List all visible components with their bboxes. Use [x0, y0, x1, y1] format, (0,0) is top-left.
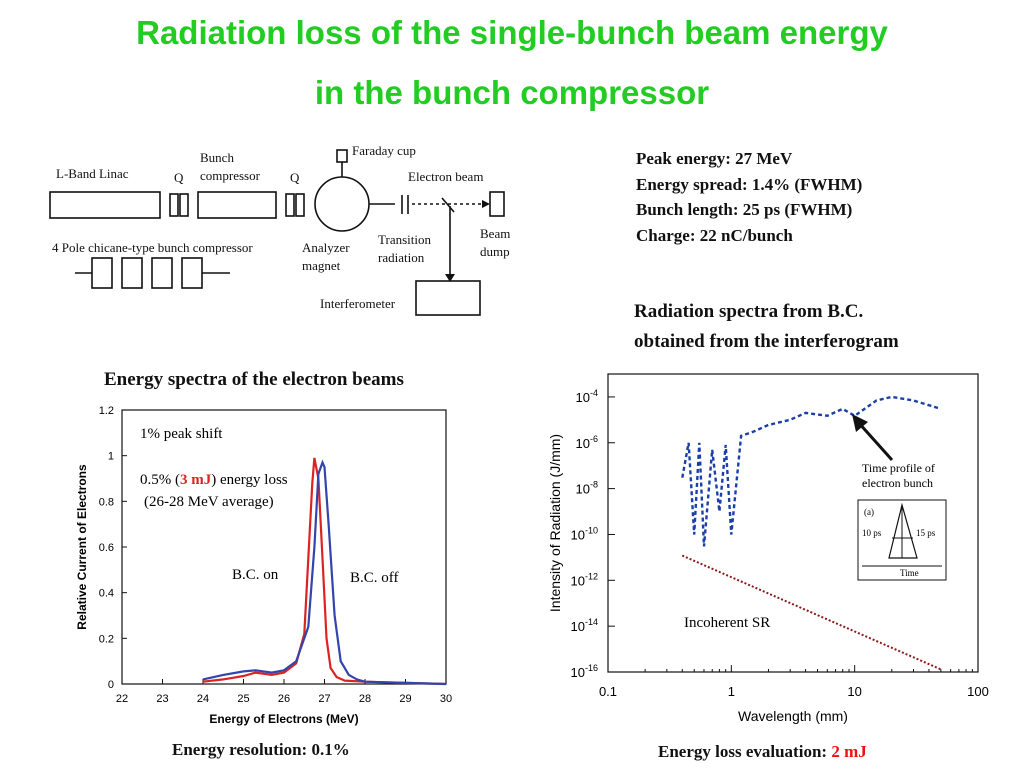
- svg-text:L-Band Linac: L-Band Linac: [56, 166, 129, 181]
- beam-dump: [489, 191, 505, 217]
- y-tick-label: 10-8: [576, 480, 598, 497]
- svg-text:magnet: magnet: [302, 258, 341, 273]
- footer-energy-loss: Energy loss evaluation: 2 mJ: [658, 742, 867, 761]
- x-tick-label: 25: [237, 693, 249, 705]
- svg-text:Analyzer: Analyzer: [302, 240, 350, 255]
- x-tick-label: 23: [156, 693, 168, 705]
- annotation-time-profile-1: Time profile of: [862, 461, 935, 475]
- interferometer-box: [415, 280, 481, 316]
- y-tick-label: 10-10: [571, 525, 598, 542]
- y-tick-label: 10-12: [571, 571, 598, 588]
- x-axis-label: Energy of Electrons (MeV): [209, 712, 358, 726]
- plot-frame: [121, 409, 447, 685]
- series-line-measured: [681, 395, 942, 547]
- x-tick-label: 100: [967, 684, 989, 699]
- svg-text:Electron beam: Electron beam: [408, 169, 483, 184]
- x-tick-label: 1: [728, 684, 735, 699]
- inset-time-profile: (a) 10 ps 15 ps Time: [857, 499, 947, 581]
- y-tick-label: 10-14: [571, 617, 598, 634]
- param-peak-energy: Peak energy: 27 MeV: [636, 149, 793, 168]
- right-chart-caption-2: obtained from the interferogram: [634, 331, 899, 352]
- y-tick-label: 10-6: [576, 434, 598, 451]
- annotation-average: (26-28 MeV average): [144, 494, 274, 510]
- y-tick-label: 0.4: [99, 588, 114, 600]
- svg-text:Q: Q: [290, 170, 300, 185]
- svg-text:(a): (a): [864, 507, 874, 517]
- legend-bc-off: B.C. off: [350, 570, 398, 586]
- y-tick-label: 0.8: [99, 496, 114, 508]
- annotation-energy-loss: 0.5% (3 mJ) energy loss: [140, 472, 288, 488]
- series-line-incoherent-sr: [681, 554, 942, 671]
- annotation-incoherent-sr: Incoherent SR: [684, 615, 770, 631]
- linac-block: [49, 191, 161, 219]
- footer-energy-resolution: Energy resolution: 0.1%: [172, 740, 350, 759]
- svg-text:compressor: compressor: [200, 168, 261, 183]
- plot-frame: [607, 373, 979, 673]
- beam-parameters: Peak energy: 27 MeV Energy spread: 1.4% …: [636, 146, 862, 248]
- y-tick-label: 1.2: [99, 405, 114, 417]
- param-energy-spread: Energy spread: 1.4% (FWHM): [636, 174, 863, 194]
- svg-text:dump: dump: [480, 244, 510, 259]
- compressor-block: [197, 191, 277, 219]
- svg-text:Transition: Transition: [378, 232, 431, 247]
- y-tick-label: 0.6: [99, 542, 114, 554]
- y-tick-label: 1: [108, 451, 114, 463]
- y-tick-label: 0: [108, 679, 114, 691]
- svg-text:15 ps: 15 ps: [916, 528, 936, 538]
- y-tick-label: 0.2: [99, 633, 114, 645]
- quad-1: [169, 193, 179, 217]
- x-tick-label: 28: [359, 693, 371, 705]
- left-chart-caption: Energy spectra of the electron beams: [104, 369, 404, 390]
- y-tick-label: 10-4: [576, 388, 598, 405]
- right-chart-caption-1: Radiation spectra from B.C.: [634, 301, 864, 322]
- quad-2: [285, 193, 295, 217]
- beamline-schematic: L-Band Linac Q Q Bunch compressor Farada…: [49, 143, 510, 316]
- svg-text:Time: Time: [900, 568, 919, 578]
- svg-text:Interferometer: Interferometer: [320, 296, 396, 311]
- svg-text:Faraday cup: Faraday cup: [352, 143, 416, 158]
- slide-title-line-1: Radiation loss of the single-bunch beam …: [136, 14, 888, 51]
- series-line-bc-off: [202, 459, 447, 686]
- x-tick-label: 26: [278, 693, 290, 705]
- energy-spectra-chart: 22 23 24 25 26 27 28 29 30 0 0.2 0.4 0.6 0.8 1 1.2 Ener…: [75, 405, 452, 726]
- x-tick-label: 30: [440, 693, 452, 705]
- x-tick-label: 24: [197, 693, 209, 705]
- x-tick-label: 10: [847, 684, 861, 699]
- x-axis-label: Wavelength (mm): [738, 708, 848, 724]
- analyzer-magnet: [314, 176, 370, 232]
- svg-text:Q: Q: [174, 170, 184, 185]
- svg-text:radiation: radiation: [378, 250, 425, 265]
- x-tick-label: 29: [399, 693, 411, 705]
- param-bunch-length: Bunch length: 25 ps (FWHM): [636, 200, 853, 219]
- x-tick-label: 22: [116, 693, 128, 705]
- series-line-bc-on: [202, 457, 447, 686]
- radiation-spectra-chart: 0.1 1 10 100 10-4 10-6 10-8 10-10 10-12 10-14 10-1…: [547, 373, 989, 724]
- svg-text:Beam: Beam: [480, 226, 510, 241]
- y-axis-label: Relative Current of Electrons: [75, 464, 89, 630]
- x-tick-label: 0.1: [599, 684, 617, 699]
- annotation-peak-shift: 1% peak shift: [140, 426, 223, 442]
- svg-text:10 ps: 10 ps: [862, 528, 882, 538]
- svg-text:4 Pole chicane-type bunch comp: 4 Pole chicane-type bunch compressor: [52, 240, 253, 255]
- y-axis-label: Intensity of Radiation (J/mm): [547, 434, 563, 612]
- svg-text:Bunch: Bunch: [200, 150, 234, 165]
- y-tick-label: 10-16: [571, 663, 598, 680]
- slide-title-line-2: in the bunch compressor: [314, 74, 710, 111]
- x-tick-label: 27: [318, 693, 330, 705]
- annotation-time-profile-2: electron bunch: [862, 476, 933, 490]
- param-charge: Charge: 22 nC/bunch: [636, 225, 793, 245]
- legend-bc-on: B.C. on: [232, 567, 279, 583]
